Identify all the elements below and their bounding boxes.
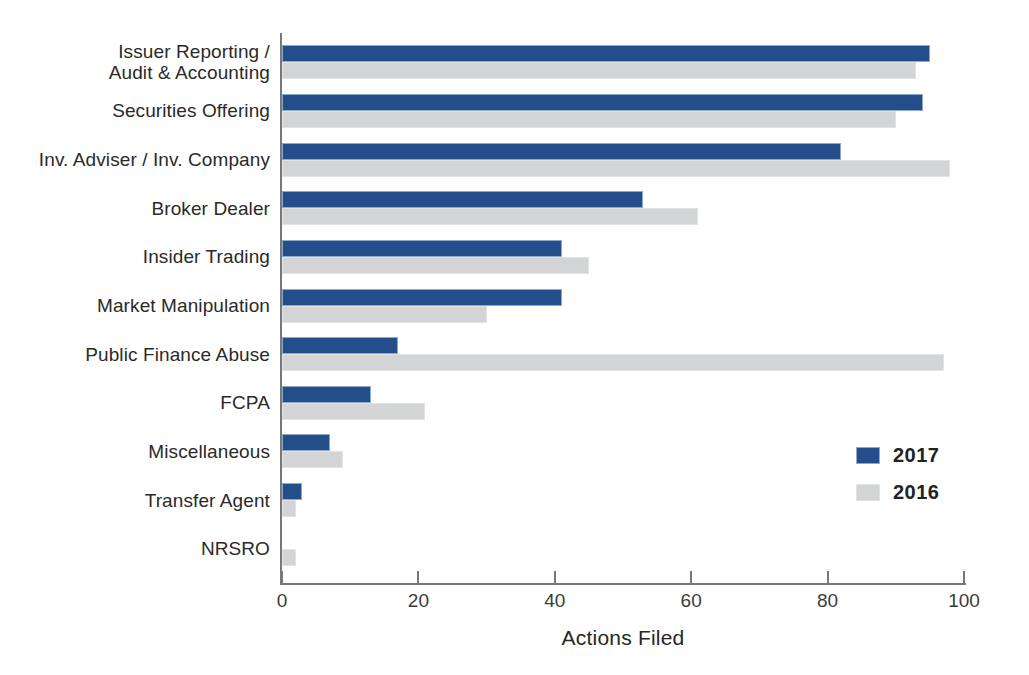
x-tick [827,571,829,583]
x-tick [417,571,419,583]
category-label: Market Manipulation [0,295,282,316]
y-axis-line [280,33,282,585]
bar-2017 [282,94,923,111]
category-row: Broker Dealer [0,184,1029,233]
x-tick [690,571,692,583]
legend-item-2017: 2017 [856,446,940,464]
category-row: Insider Trading [0,233,1029,282]
bar-2016 [282,403,425,420]
category-row: Market Manipulation [0,281,1029,330]
category-label: Insider Trading [0,246,282,267]
x-tick-label: 0 [277,590,288,612]
bar-group [282,240,964,274]
bar-group [282,337,964,371]
bar-2017 [282,289,562,306]
bar-2017 [282,337,398,354]
x-axis-title: Actions Filed [562,626,685,650]
category-row: Securities Offering [0,87,1029,136]
sec-actions-filed-bar-chart: Issuer Reporting / Audit & Accounting Sec… [0,0,1029,675]
category-row: Public Finance Abuse [0,330,1029,379]
category-label: Securities Offering [0,100,282,121]
bar-2016 [282,257,589,274]
x-tick-labels: 020406080100 [282,590,964,614]
x-tick [963,571,965,583]
category-row: FCPA [0,378,1029,427]
bar-group [282,94,964,128]
bar-2017 [282,143,841,160]
category-label: Broker Dealer [0,198,282,219]
category-label: Inv. Adviser / Inv. Company [0,149,282,170]
bar-group [282,289,964,323]
category-label: Transfer Agent [0,490,282,511]
bar-group [282,386,964,420]
bar-2016 [282,208,698,225]
x-tick-label: 80 [817,590,838,612]
category-row: NRSRO [0,524,1029,573]
category-label: NRSRO [0,538,282,559]
bar-2017 [282,483,302,500]
legend-label-2017: 2017 [893,444,940,467]
x-tick [281,571,283,583]
bar-group [282,45,964,79]
bar-2017 [282,434,330,451]
bar-2016 [282,306,487,323]
bar-group [282,143,964,177]
bar-2016 [282,354,944,371]
x-tick-label: 60 [681,590,702,612]
x-ticks [282,571,964,583]
bar-2016 [282,549,296,566]
bar-2016 [282,111,896,128]
category-label: Issuer Reporting / Audit & Accounting [0,41,282,83]
bar-2016 [282,451,343,468]
legend-swatch-2016 [856,484,880,501]
bar-group [282,532,964,566]
legend-item-2016: 2016 [856,483,940,501]
bar-2017 [282,191,643,208]
legend-swatch-2017 [856,447,880,464]
category-row: Issuer Reporting / Audit & Accounting [0,38,1029,87]
x-tick-label: 20 [408,590,429,612]
bar-2016 [282,500,296,517]
x-tick-label: 40 [544,590,565,612]
category-row: Inv. Adviser / Inv. Company [0,135,1029,184]
x-axis-line [280,583,966,585]
bar-group [282,191,964,225]
category-label: Miscellaneous [0,441,282,462]
legend: 2017 2016 [856,446,940,520]
bar-2016 [282,160,950,177]
category-label: Public Finance Abuse [0,344,282,365]
bar-2017 [282,45,930,62]
bar-2017 [282,386,371,403]
bar-2017 [282,240,562,257]
legend-label-2016: 2016 [893,481,940,504]
x-tick [554,571,556,583]
bar-2016 [282,62,916,79]
category-label: FCPA [0,392,282,413]
x-tick-label: 100 [948,590,980,612]
